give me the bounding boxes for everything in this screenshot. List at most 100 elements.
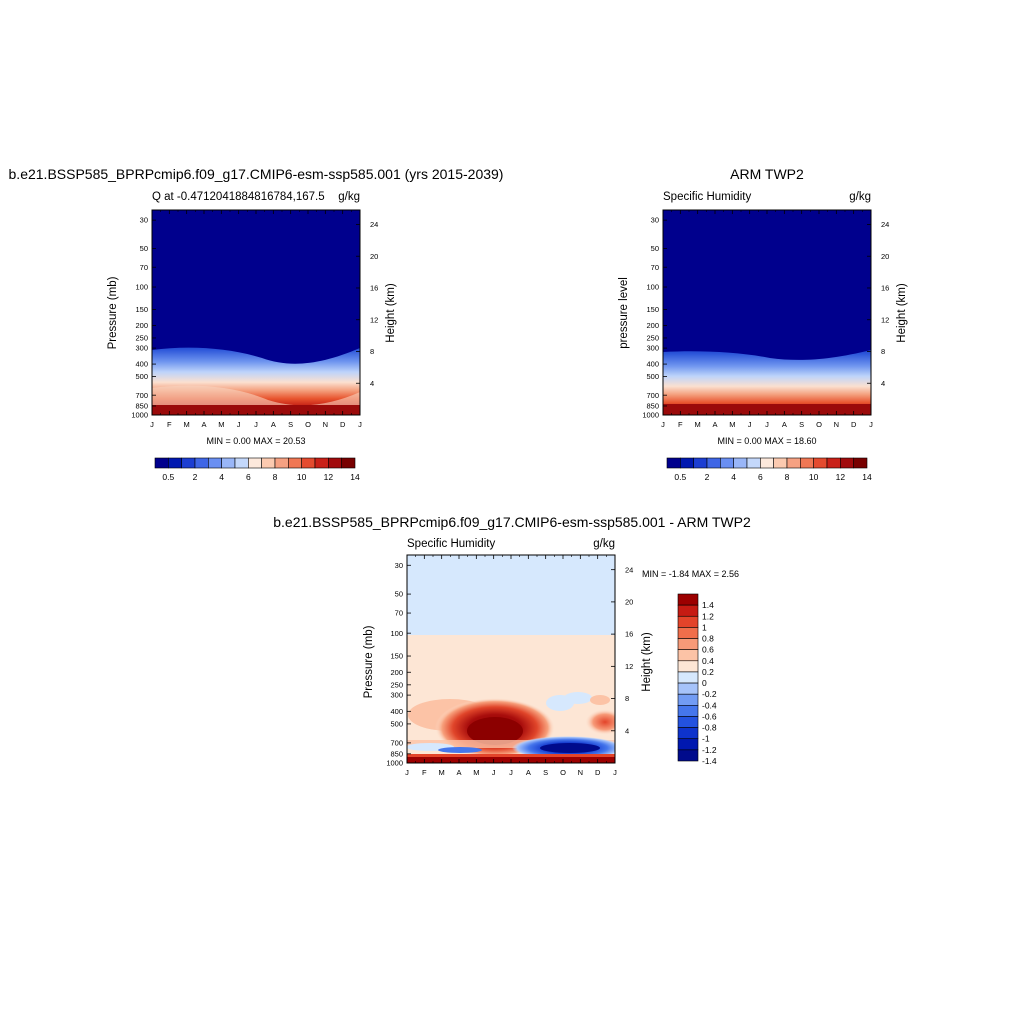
colorbar-swatch bbox=[773, 457, 788, 469]
minmax-label: MIN = 0.00 MAX = 18.60 bbox=[717, 436, 816, 446]
colorbar-swatch bbox=[706, 457, 721, 469]
y-tick-label: 700 bbox=[646, 391, 659, 400]
y2-axis-ticks: 24 20 16 12 8 4 bbox=[867, 220, 889, 388]
colorbar-swatch bbox=[181, 457, 196, 469]
colorbar-swatch bbox=[677, 649, 699, 662]
x-tick-label: O bbox=[816, 420, 822, 429]
colorbar-swatch bbox=[826, 457, 841, 469]
colorbar-label: 1 bbox=[702, 622, 707, 632]
minmax-label: MIN = 0.00 MAX = 20.53 bbox=[206, 436, 305, 446]
colorbar-swatch bbox=[234, 457, 249, 469]
colorbar-swatch bbox=[208, 457, 222, 469]
y-tick-label: 850 bbox=[135, 402, 148, 411]
colorbar-swatch bbox=[677, 604, 699, 617]
y2-tick-label: 24 bbox=[625, 565, 633, 574]
x-tick-label: J bbox=[765, 420, 769, 429]
y-tick-label: 300 bbox=[646, 344, 659, 353]
colorbar-label: 6 bbox=[758, 472, 763, 482]
colorbar-swatch bbox=[261, 457, 276, 469]
colorbar-label: 4 bbox=[219, 472, 224, 482]
y-tick-label: 200 bbox=[646, 321, 659, 330]
y2-tick-label: 20 bbox=[625, 597, 633, 606]
colorbar-label: 8 bbox=[273, 472, 278, 482]
y2-axis-ticks: 24 20 16 12 8 4 bbox=[611, 565, 633, 735]
y-axis-label: Pressure (mb) bbox=[363, 625, 375, 698]
minmax-label: MIN = -1.84 MAX = 2.56 bbox=[642, 569, 739, 579]
colorbar-swatch bbox=[813, 457, 828, 469]
y-tick-label: 250 bbox=[135, 334, 148, 343]
contour-field bbox=[663, 210, 871, 415]
colorbar-swatch bbox=[677, 727, 699, 740]
y-tick-label: 30 bbox=[140, 216, 148, 225]
colorbar-swatch bbox=[677, 593, 699, 606]
colorbar-label: 2 bbox=[705, 472, 710, 482]
y-tick-label: 250 bbox=[390, 680, 403, 689]
x-tick-label: A bbox=[201, 420, 206, 429]
colorbar-label: -1 bbox=[702, 734, 710, 744]
y-tick-label: 50 bbox=[395, 590, 403, 599]
y2-tick-label: 12 bbox=[370, 315, 378, 324]
x-tick-label: J bbox=[613, 768, 617, 777]
y-tick-label: 50 bbox=[140, 244, 148, 253]
x-tick-label: M bbox=[729, 420, 735, 429]
y-tick-label: 300 bbox=[390, 691, 403, 700]
colorbar-swatch bbox=[274, 457, 289, 469]
x-tick-label: A bbox=[526, 768, 531, 777]
colorbar-label: 1.4 bbox=[702, 600, 714, 610]
colorbar-label: 0.4 bbox=[702, 656, 714, 666]
y-tick-label: 70 bbox=[395, 609, 403, 618]
x-tick-label: D bbox=[340, 420, 346, 429]
colorbar-label: 1.2 bbox=[702, 611, 714, 621]
y-tick-label: 300 bbox=[135, 344, 148, 353]
colorbar-swatch bbox=[666, 457, 681, 469]
colorbar-swatch bbox=[693, 457, 708, 469]
colorbar-label: 14 bbox=[862, 472, 872, 482]
x-tick-label: J bbox=[237, 420, 241, 429]
y2-tick-label: 20 bbox=[370, 252, 378, 261]
x-tick-label: A bbox=[456, 768, 461, 777]
y-tick-label: 500 bbox=[135, 372, 148, 381]
y-tick-label: 200 bbox=[390, 668, 403, 677]
colorbar-label: 2 bbox=[193, 472, 198, 482]
y-tick-label: 150 bbox=[135, 305, 148, 314]
colorbar-swatch bbox=[677, 749, 699, 762]
colorbar-swatch bbox=[677, 693, 699, 706]
x-tick-label: J bbox=[492, 768, 496, 777]
colorbar-label: 10 bbox=[297, 472, 307, 482]
y-tick-label: 400 bbox=[135, 360, 148, 369]
y2-tick-label: 24 bbox=[370, 220, 378, 229]
colorbar-swatch bbox=[314, 457, 329, 469]
y2-tick-label: 4 bbox=[625, 726, 629, 735]
panel-right-label: g/kg bbox=[338, 191, 360, 203]
x-tick-label: D bbox=[851, 420, 857, 429]
colorbar-swatch bbox=[677, 660, 699, 673]
colorbar-swatch bbox=[800, 457, 814, 469]
y-tick-label: 1000 bbox=[131, 411, 148, 420]
x-tick-label: A bbox=[782, 420, 787, 429]
colorbar-label: 12 bbox=[324, 472, 334, 482]
colorbar-swatch bbox=[194, 457, 209, 469]
x-tick-label: S bbox=[543, 768, 548, 777]
y2-tick-label: 4 bbox=[370, 379, 374, 388]
colorbar-swatch bbox=[248, 457, 262, 469]
x-tick-label: O bbox=[560, 768, 566, 777]
colorbar-swatch bbox=[221, 457, 236, 469]
colorbar-label: 0.2 bbox=[702, 667, 714, 677]
y-tick-label: 100 bbox=[646, 283, 659, 292]
colorbar-label: 14 bbox=[350, 472, 360, 482]
colorbar-label: 4 bbox=[731, 472, 736, 482]
panel-title: ARM TWP2 bbox=[730, 166, 804, 182]
y-tick-label: 400 bbox=[390, 707, 403, 716]
colorbar-label: -0.4 bbox=[702, 700, 717, 710]
colorbar-label: 0.5 bbox=[674, 472, 686, 482]
panel-left-label: Specific Humidity bbox=[407, 538, 495, 550]
colorbar-label: 0.6 bbox=[702, 645, 714, 655]
x-tick-label: M bbox=[184, 420, 190, 429]
colorbar-swatch bbox=[677, 682, 699, 695]
y2-axis-label: Height (km) bbox=[385, 283, 397, 343]
y-tick-label: 850 bbox=[390, 749, 403, 758]
y-tick-label: 400 bbox=[646, 360, 659, 369]
